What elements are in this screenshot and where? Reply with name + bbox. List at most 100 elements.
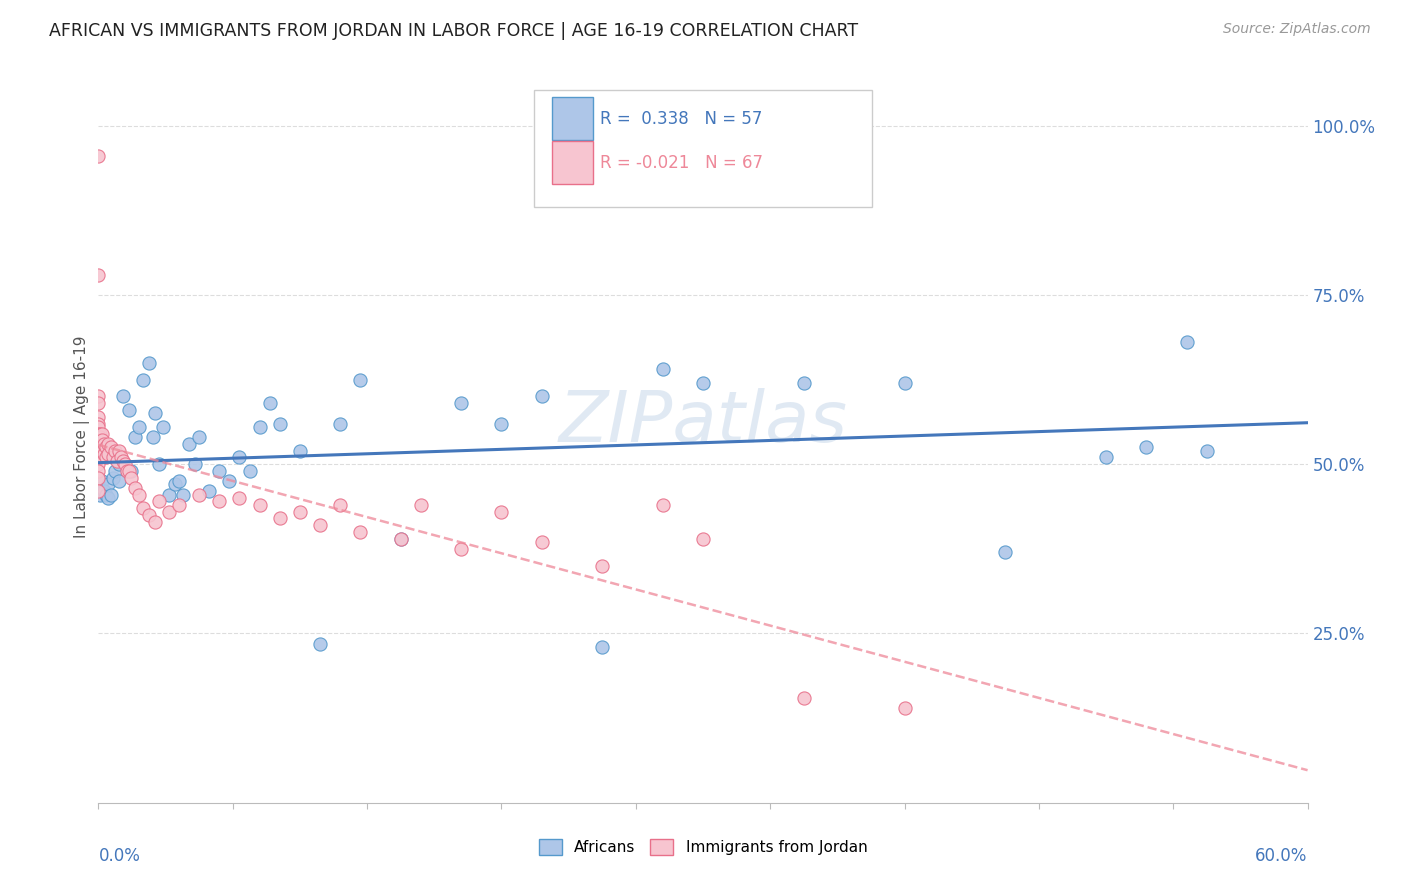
Point	[143, 406, 166, 420]
Point	[651, 362, 673, 376]
Point	[100, 440, 122, 454]
Point	[124, 481, 146, 495]
Point	[110, 450, 132, 465]
Legend: Africans, Immigrants from Jordan: Africans, Immigrants from Jordan	[533, 833, 873, 861]
Point	[893, 376, 915, 390]
Point	[389, 532, 412, 546]
Point	[188, 430, 211, 444]
Y-axis label: In Labor Force | Age 16-19: In Labor Force | Age 16-19	[75, 335, 90, 539]
Point	[97, 437, 120, 451]
Point	[101, 471, 124, 485]
Point	[93, 447, 115, 461]
Text: 60.0%: 60.0%	[1256, 847, 1308, 864]
Point	[591, 640, 613, 654]
Point	[1095, 450, 1118, 465]
Point	[692, 532, 714, 546]
Point	[97, 477, 120, 491]
Point	[389, 532, 412, 546]
FancyBboxPatch shape	[551, 97, 593, 140]
Text: R = -0.021   N = 67: R = -0.021 N = 67	[600, 153, 763, 172]
Point	[111, 454, 134, 468]
Point	[120, 471, 142, 485]
Point	[87, 420, 110, 434]
Point	[132, 501, 155, 516]
Point	[249, 420, 271, 434]
Text: ZIPatlas: ZIPatlas	[558, 388, 848, 457]
Point	[96, 488, 118, 502]
Point	[184, 457, 207, 471]
Point	[228, 450, 250, 465]
Point	[269, 511, 291, 525]
Point	[89, 450, 111, 465]
Point	[96, 450, 118, 465]
Point	[89, 443, 111, 458]
Point	[91, 474, 114, 488]
Point	[651, 498, 673, 512]
Point	[87, 450, 110, 465]
Point	[349, 524, 371, 539]
Point	[142, 430, 165, 444]
Point	[128, 488, 150, 502]
Point	[329, 417, 352, 431]
Text: R =  0.338   N = 57: R = 0.338 N = 57	[600, 110, 762, 128]
Point	[491, 505, 513, 519]
Point	[198, 484, 221, 499]
Point	[157, 505, 180, 519]
Point	[793, 376, 815, 390]
Point	[91, 443, 114, 458]
Text: Source: ZipAtlas.com: Source: ZipAtlas.com	[1223, 22, 1371, 37]
Point	[329, 498, 352, 512]
Point	[105, 454, 128, 468]
Point	[103, 443, 125, 458]
Point	[530, 535, 553, 549]
Point	[87, 417, 110, 431]
Point	[167, 474, 190, 488]
Point	[87, 484, 110, 499]
Point	[530, 389, 553, 403]
Point	[218, 474, 240, 488]
Point	[107, 443, 129, 458]
Point	[93, 484, 115, 499]
Point	[148, 457, 170, 471]
Point	[87, 389, 110, 403]
Point	[692, 376, 714, 390]
Point	[288, 443, 311, 458]
Point	[89, 430, 111, 444]
Point	[97, 491, 120, 505]
Point	[89, 437, 111, 451]
Point	[994, 545, 1017, 559]
Point	[157, 488, 180, 502]
Point	[91, 484, 114, 499]
Point	[239, 464, 262, 478]
Point	[118, 403, 141, 417]
Point	[93, 437, 115, 451]
Point	[87, 471, 110, 485]
Point	[120, 464, 142, 478]
Point	[269, 417, 291, 431]
Point	[228, 491, 250, 505]
Point	[1175, 335, 1198, 350]
Point	[100, 488, 122, 502]
Point	[288, 505, 311, 519]
Point	[208, 464, 231, 478]
Point	[167, 498, 190, 512]
Point	[97, 447, 120, 461]
Point	[208, 494, 231, 508]
Text: AFRICAN VS IMMIGRANTS FROM JORDAN IN LABOR FORCE | AGE 16-19 CORRELATION CHART: AFRICAN VS IMMIGRANTS FROM JORDAN IN LAB…	[49, 22, 858, 40]
Point	[309, 637, 332, 651]
Point	[309, 518, 332, 533]
Point	[163, 477, 186, 491]
Point	[450, 541, 472, 556]
Point	[124, 430, 146, 444]
Point	[87, 426, 110, 441]
Point	[101, 450, 124, 465]
Point	[138, 355, 160, 369]
Point	[118, 464, 141, 478]
Point	[87, 440, 110, 454]
Point	[87, 434, 110, 448]
Point	[87, 268, 110, 282]
Point	[349, 372, 371, 386]
FancyBboxPatch shape	[551, 141, 593, 185]
Point	[128, 420, 150, 434]
Point	[111, 389, 134, 403]
